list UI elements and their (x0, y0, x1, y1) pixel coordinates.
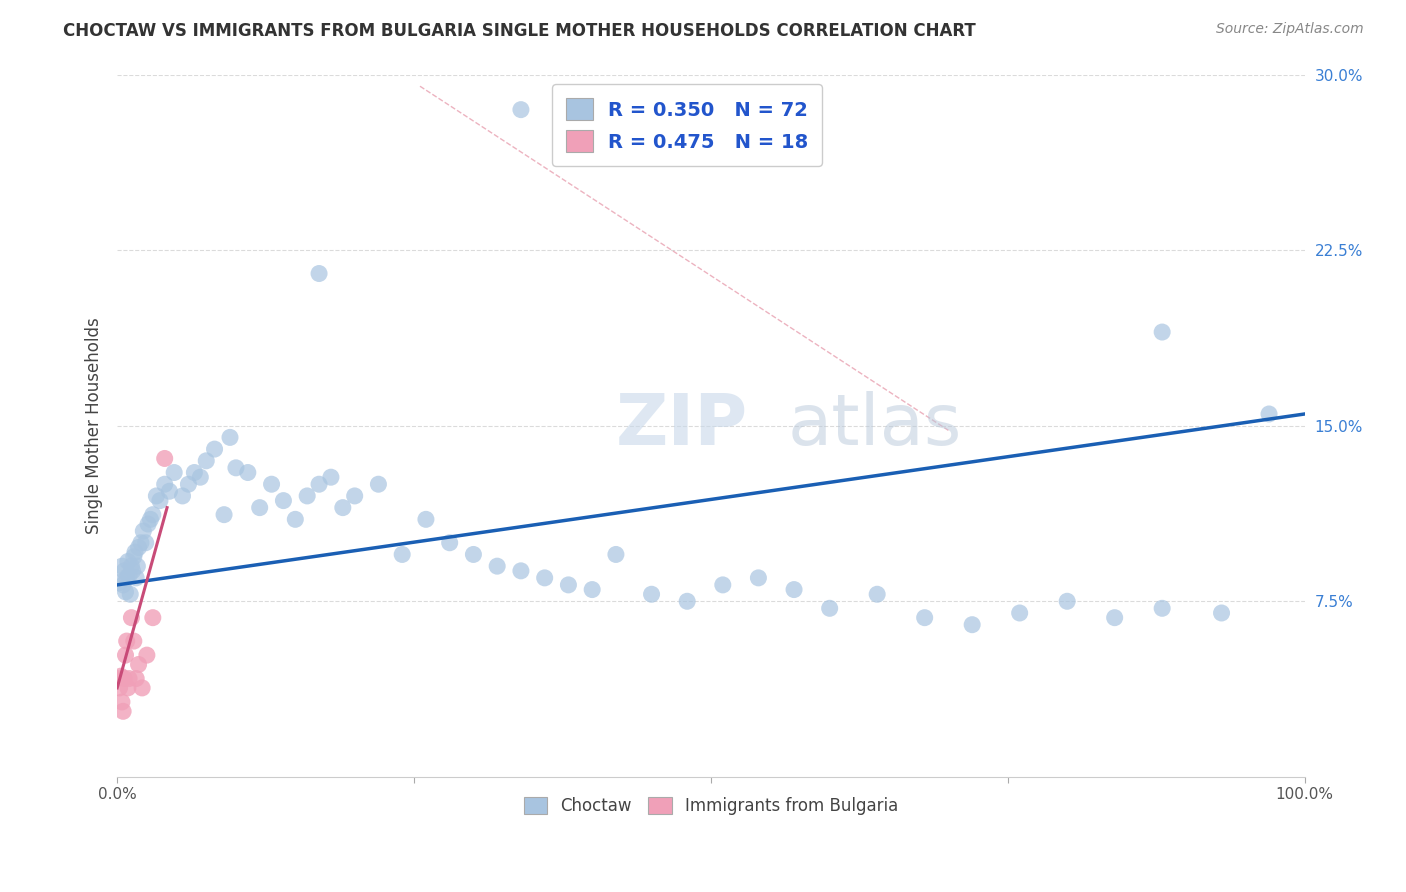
Point (121, 564, 143, 578)
Point (114, 585, 136, 599)
Point (135, 648, 157, 662)
Point (115, 571, 138, 585)
Point (149, 493, 172, 508)
Point (115, 634, 138, 648)
Point (415, 512, 437, 526)
Point (145, 489, 167, 503)
Point (367, 477, 389, 491)
Point (124, 545, 146, 559)
Point (108, 575, 131, 590)
Point (1152, 601, 1174, 615)
Point (172, 489, 194, 503)
Point (640, 587, 662, 601)
Legend: Choctaw, Immigrants from Bulgaria: Choctaw, Immigrants from Bulgaria (513, 787, 908, 825)
Point (122, 549, 145, 564)
Point (308, 477, 330, 491)
Point (581, 582, 603, 597)
Point (343, 489, 366, 503)
Point (195, 454, 218, 468)
Y-axis label: Single Mother Households: Single Mother Households (86, 318, 103, 534)
Point (1152, 325, 1174, 339)
Point (112, 672, 135, 686)
Point (273, 493, 295, 508)
Point (108, 681, 131, 695)
Text: Source: ZipAtlas.com: Source: ZipAtlas.com (1216, 22, 1364, 37)
Point (131, 681, 153, 695)
Point (118, 672, 141, 686)
Point (128, 657, 150, 672)
Point (129, 535, 152, 549)
Point (139, 512, 162, 526)
Point (153, 477, 176, 491)
Point (135, 535, 157, 549)
Point (117, 554, 139, 568)
Point (557, 578, 579, 592)
Point (1211, 606, 1233, 620)
Point (105, 672, 128, 686)
Text: ZIP: ZIP (616, 392, 748, 460)
Point (127, 559, 149, 574)
Point (747, 571, 769, 585)
Point (1104, 610, 1126, 624)
Text: CHOCTAW VS IMMIGRANTS FROM BULGARIA SINGLE MOTHER HOUSEHOLDS CORRELATION CHART: CHOCTAW VS IMMIGRANTS FROM BULGARIA SING… (63, 22, 976, 40)
Point (118, 568, 141, 582)
Point (225, 460, 247, 475)
Point (188, 470, 211, 484)
Point (212, 508, 235, 522)
Point (125, 672, 148, 686)
Point (117, 681, 139, 695)
Point (711, 578, 734, 592)
Point (249, 500, 271, 515)
Point (486, 559, 509, 574)
Point (439, 535, 461, 549)
Point (142, 508, 165, 522)
Point (204, 442, 226, 456)
Point (142, 610, 165, 624)
Point (183, 466, 205, 480)
Point (332, 500, 354, 515)
Point (463, 548, 485, 562)
Point (163, 466, 186, 480)
Point (1056, 594, 1078, 608)
Point (605, 548, 627, 562)
Point (1258, 407, 1281, 421)
Point (914, 610, 936, 624)
Point (153, 451, 176, 466)
Point (120, 610, 142, 624)
Point (510, 564, 533, 578)
Point (783, 582, 806, 597)
Point (284, 512, 307, 526)
Point (112, 704, 135, 718)
Point (510, 103, 533, 117)
Point (128, 541, 150, 555)
Point (120, 587, 142, 601)
Point (132, 524, 155, 538)
Point (111, 695, 134, 709)
Point (159, 484, 181, 499)
Point (319, 470, 342, 484)
Point (866, 587, 889, 601)
Point (122, 634, 145, 648)
Point (136, 516, 159, 531)
Point (219, 430, 242, 444)
Point (177, 477, 200, 491)
Point (111, 559, 134, 574)
Point (1008, 606, 1031, 620)
Point (308, 267, 330, 281)
Point (125, 571, 148, 585)
Point (676, 594, 699, 608)
Point (960, 617, 983, 632)
Point (120, 559, 142, 574)
Point (112, 564, 135, 578)
Point (260, 477, 283, 491)
Point (533, 571, 555, 585)
Point (114, 648, 136, 662)
Text: atlas: atlas (789, 392, 963, 460)
Point (112, 578, 135, 592)
Point (110, 669, 132, 683)
Point (236, 466, 259, 480)
Point (391, 548, 413, 562)
Point (295, 489, 318, 503)
Point (818, 601, 841, 615)
